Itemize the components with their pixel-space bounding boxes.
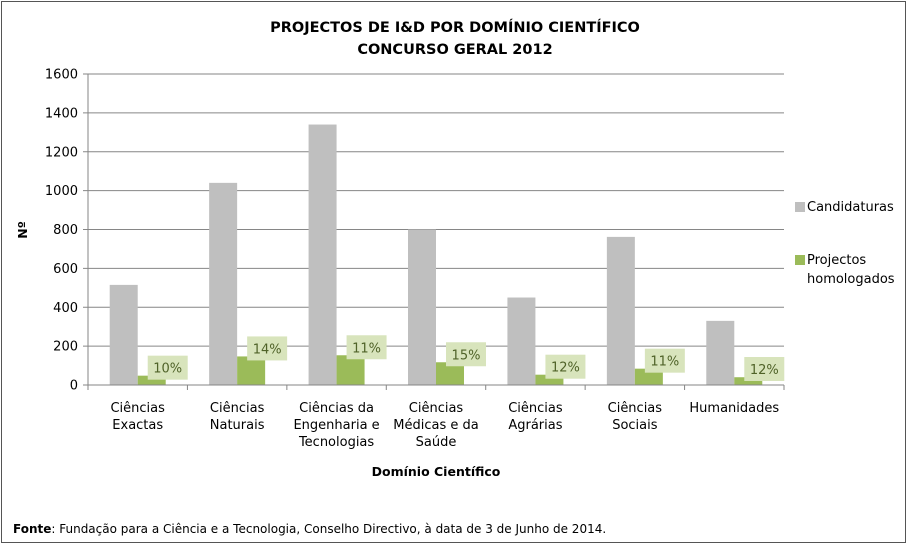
x-tick-label: Ciências xyxy=(608,401,663,416)
x-tick-label: Médicas e da xyxy=(393,418,478,433)
bar-candidaturas xyxy=(706,320,735,385)
gridlines xyxy=(88,73,784,347)
source-label: Fonte xyxy=(13,522,52,536)
bar-candidaturas xyxy=(209,182,238,385)
x-tick-label: Ciências xyxy=(508,401,563,416)
data-label: 12% xyxy=(750,363,779,378)
x-tick-label: Exactas xyxy=(112,418,163,433)
y-axis-title: Nº xyxy=(15,221,30,239)
bar-projectos-homologados xyxy=(535,374,564,385)
bar-candidaturas xyxy=(507,297,536,385)
legend-swatch xyxy=(795,202,805,212)
y-tick-label: 1600 xyxy=(45,68,78,83)
bars xyxy=(109,124,763,385)
data-label-box xyxy=(346,335,387,360)
x-tick-label: Naturais xyxy=(210,418,265,433)
bar-projectos-homologados xyxy=(137,375,166,385)
y-tick-label: 1400 xyxy=(45,106,78,121)
source-text: : Fundação para a Ciência e a Tecnologia… xyxy=(51,522,607,536)
bar-projectos-homologados xyxy=(436,362,464,385)
data-label-box xyxy=(247,336,288,361)
data-label-box xyxy=(147,355,188,380)
bar-candidaturas xyxy=(109,284,138,385)
y-tick-label: 1000 xyxy=(45,184,78,199)
legend-swatch xyxy=(795,255,805,265)
x-tick-label: Ciências xyxy=(210,401,265,416)
x-tick-label: Humanidades xyxy=(689,401,779,416)
data-labels: 10% 14% 11% 15% 12% 11% 12% xyxy=(147,335,785,381)
y-tick-label: 600 xyxy=(53,262,78,277)
axes: 0 200 400 600 800 1000 1200 1400 1600 Ciências Exa… xyxy=(45,68,785,450)
data-label: 15% xyxy=(452,348,481,363)
y-tick-label: 800 xyxy=(53,223,78,238)
bar-projectos-homologados xyxy=(336,355,365,385)
y-tick-label: 200 xyxy=(53,340,78,355)
x-tick-label: Sociais xyxy=(612,418,658,433)
x-axis-title: Domínio Científico xyxy=(372,464,501,479)
chart-subtitle: CONCURSO GERAL 2012 xyxy=(357,42,552,58)
legend: Candidaturas Projectos homologados xyxy=(795,200,895,287)
x-tick-label: Agrárias xyxy=(508,418,562,433)
y-tick-label: 1200 xyxy=(45,145,78,160)
chart-title: PROJECTOS DE I&D POR DOMÍNIO CIENTÍFICO xyxy=(270,19,640,36)
x-tick-label: Engenharia e xyxy=(293,418,379,433)
data-label-box xyxy=(644,348,685,373)
x-tick-label: Ciências xyxy=(110,401,165,416)
x-tick-label: Saúde xyxy=(416,435,457,450)
data-label-box xyxy=(446,342,486,367)
legend-label: Candidaturas xyxy=(807,200,894,215)
x-tick-label: Ciências xyxy=(409,401,464,416)
x-tick-label: Tecnologias xyxy=(298,435,374,450)
bar-projectos-homologados xyxy=(634,368,663,385)
data-label: 10% xyxy=(153,362,182,377)
data-label: 12% xyxy=(551,361,580,376)
data-label: 14% xyxy=(253,342,282,357)
legend-label: homologados xyxy=(807,272,895,287)
bar-candidaturas xyxy=(606,236,635,385)
source-note: Fonte: Fundação para a Ciência e a Tecno… xyxy=(13,522,606,536)
legend-label: Projectos xyxy=(807,253,866,268)
data-label-box xyxy=(545,354,586,379)
bar-candidaturas xyxy=(308,124,337,385)
data-label: 11% xyxy=(352,341,381,356)
bar-candidaturas xyxy=(408,229,436,385)
bar-projectos-homologados xyxy=(237,356,266,385)
data-label: 11% xyxy=(650,355,679,370)
y-tick-label: 0 xyxy=(70,379,78,394)
x-tick-label: Ciências da xyxy=(299,401,374,416)
bar-projectos-homologados xyxy=(734,377,763,385)
y-tick-label: 400 xyxy=(53,301,78,316)
data-label-box xyxy=(744,357,785,381)
